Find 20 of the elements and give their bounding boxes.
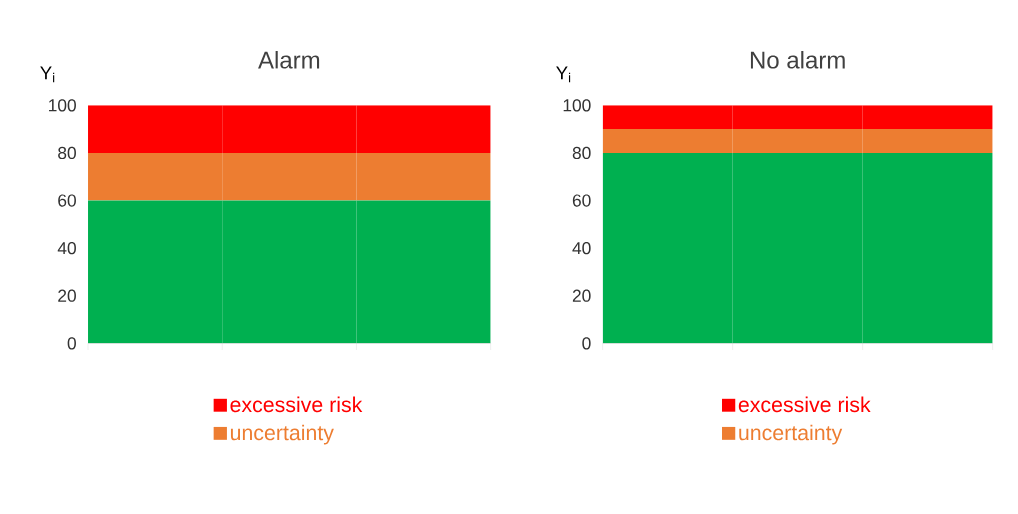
y-tick-label: 80 (58, 146, 76, 160)
y-tick-label: 80 (572, 146, 591, 160)
legend-label: excessive risk (738, 396, 871, 413)
y-tick-label: 0 (67, 337, 76, 350)
y-tick-label: 20 (572, 289, 591, 302)
legend-label: uncertainty (739, 424, 843, 445)
legend-label: uncertainty (230, 424, 334, 445)
y-tick-label: 60 (58, 194, 76, 207)
y-axis-title: Y$_{i}$ (40, 66, 55, 83)
chart-title: No alarm (750, 50, 845, 69)
y-axis-title: Y$_{i}$ (556, 66, 571, 83)
y-tick-label: 40 (572, 241, 591, 255)
y-tick-label: 100 (563, 99, 591, 112)
y-tick-label: 60 (572, 194, 591, 207)
y-tick-label: 20 (58, 289, 76, 302)
chart-title: Alarm (258, 50, 320, 69)
y-tick-label: 40 (57, 241, 76, 255)
legend-label: excessive risk (230, 396, 363, 413)
y-tick-label: 0 (582, 337, 591, 350)
y-tick-label: 100 (49, 99, 76, 112)
